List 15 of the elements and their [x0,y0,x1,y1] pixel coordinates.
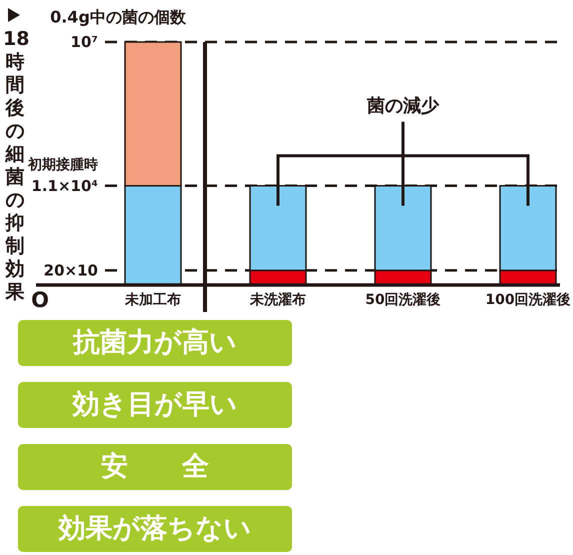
text: 安 全 [18,444,292,490]
text: 効果が落ちない [18,506,292,552]
x-tick-label: 未洗濯布 [249,292,306,308]
x-tick-label: 50回洗濯後 [365,292,441,308]
text: 抗菌力が高い [18,320,292,366]
x-tick-label: 未加工布 [124,292,181,308]
annotation: 菌の減少 [366,95,440,116]
y-tick-label: 1.1×10⁴ [31,176,98,195]
y-axis-title: 0.4g中の菌の個数 [50,8,187,26]
text: 初期接腫時 [27,156,98,173]
y-tick-label: 10⁷ [70,33,98,51]
x-tick-label: 100回洗濯後 [485,292,571,308]
y-tick-label: 20×10 [44,261,98,280]
text: 効き目が早い [18,382,292,428]
text: O [31,288,49,312]
